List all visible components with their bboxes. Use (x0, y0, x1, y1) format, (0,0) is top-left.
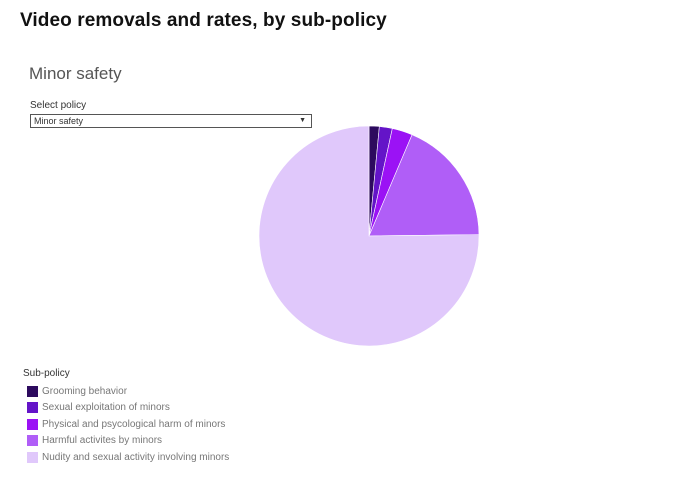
legend-item[interactable]: Sexual exploitation of minors (23, 400, 229, 417)
legend-swatch (27, 451, 38, 463)
legend-title: Sub-policy (23, 368, 70, 379)
legend-item[interactable]: Nudity and sexual activity involving min… (23, 449, 229, 466)
legend-item[interactable]: Physical and psycological harm of minors (23, 416, 229, 433)
legend: Sub-policy Grooming behavior Sexual explo… (23, 368, 229, 466)
legend-swatch (27, 402, 38, 414)
legend-item[interactable]: Grooming behavior (23, 383, 229, 400)
legend-label: Physical and psycological harm of minors (42, 418, 226, 430)
legend-label: Sexual exploitation of minors (42, 402, 170, 414)
legend-items: Grooming behavior Sexual exploitation of … (23, 383, 229, 466)
legend-swatch (27, 418, 38, 430)
policy-select[interactable]: Minor safety ▼ (30, 114, 312, 128)
page-title: Video removals and rates, by sub-policy (20, 10, 387, 31)
policy-select-value: Minor safety (34, 116, 84, 126)
legend-label: Nudity and sexual activity involving min… (42, 451, 230, 463)
pie-slices (258, 125, 480, 347)
legend-swatch (27, 435, 38, 447)
legend-label: Grooming behavior (42, 385, 128, 397)
legend-swatch (27, 385, 38, 397)
chart-title: Minor safety (29, 64, 122, 83)
pie-slice-5[interactable] (258, 125, 480, 347)
legend-label: Harmful activites by minors (42, 435, 163, 447)
chevron-down-icon[interactable]: ▼ (299, 117, 306, 124)
pie-slice-4[interactable] (368, 134, 480, 237)
legend-item[interactable]: Harmful activites by minors (23, 433, 229, 450)
policy-filter-label: Select policy (30, 100, 87, 111)
